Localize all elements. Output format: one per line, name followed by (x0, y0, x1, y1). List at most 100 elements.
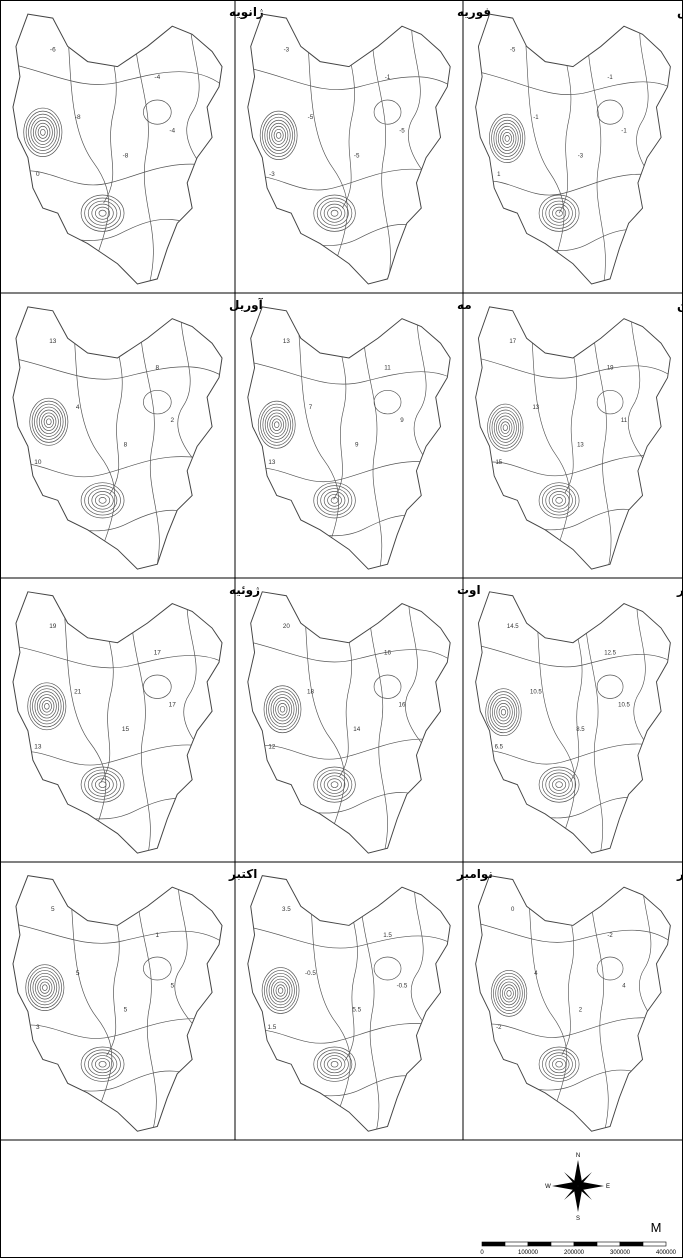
contour-ring (320, 1052, 349, 1077)
contour-line (475, 1017, 671, 1038)
contour-ring (35, 122, 51, 142)
contour-ring (538, 194, 580, 232)
contour-line (303, 14, 348, 284)
contour-ring (46, 418, 52, 426)
contour-line (109, 306, 123, 495)
contour-ring (36, 406, 62, 437)
contour-line (410, 875, 451, 1061)
contour-ring (95, 494, 111, 507)
contour-line (405, 591, 451, 778)
contour-label: 4 (534, 970, 538, 977)
contour-ring (23, 107, 63, 157)
contour-line (475, 797, 671, 822)
contour-label: 9 (355, 441, 359, 448)
north-arrow: N E S W (545, 1153, 610, 1222)
contour-ring (500, 128, 515, 148)
contour-label: 17 (509, 338, 516, 345)
contour-ring (38, 409, 59, 434)
contour-ring (268, 691, 297, 728)
contour-line (247, 639, 451, 670)
contour-ring (330, 1061, 339, 1068)
scale-label: 0 (480, 1250, 484, 1256)
contour-ring (499, 981, 519, 1006)
contour-line (628, 306, 671, 494)
contour-ring (500, 708, 507, 716)
contour-ring (84, 197, 121, 229)
contour-label: 14 (353, 726, 360, 733)
contour-line (247, 461, 451, 482)
contour-ring (320, 200, 349, 226)
contour-line (12, 356, 223, 387)
contour-ring (313, 766, 356, 803)
contour-ring (264, 116, 293, 154)
contour-label: 1 (156, 932, 160, 939)
contour-label: -3 (269, 171, 275, 178)
contour-ring (495, 975, 523, 1011)
contour-ring (327, 1058, 342, 1071)
contour-ring (98, 781, 107, 788)
contour-ring (37, 978, 53, 997)
contour-ring (506, 990, 512, 997)
contour-label: 14.5 (507, 623, 519, 630)
contour-ring (327, 206, 342, 220)
contour-ring (271, 125, 286, 145)
contour-ring (41, 700, 52, 713)
contour-label: 1.5 (383, 932, 392, 939)
contour-line (12, 798, 223, 823)
map-outline (475, 875, 671, 1132)
contour-ring (25, 964, 65, 1011)
contour-ring (555, 497, 563, 504)
contour-line (12, 645, 223, 676)
contour-ring (323, 491, 346, 510)
contour-ring (143, 389, 172, 415)
contour-ring (91, 1055, 114, 1074)
contour-ring (91, 491, 114, 510)
contour-line (12, 456, 223, 478)
contour-label: 5 (124, 1007, 128, 1014)
contour-ring (44, 703, 50, 710)
contour-ring (323, 775, 346, 794)
contour-label: 10.5 (618, 701, 630, 708)
contour-ring (91, 203, 114, 223)
contour-ring (98, 497, 107, 504)
contour-ring (25, 110, 60, 154)
contour-ring (313, 1046, 356, 1082)
contour-line (590, 875, 609, 1132)
contour-line (131, 591, 151, 854)
contour-label: 12 (268, 743, 275, 750)
contour-line (636, 14, 671, 214)
contour-line (475, 644, 671, 675)
contour-label: 19 (49, 623, 57, 630)
contour-ring (34, 691, 60, 722)
contour-line (139, 306, 160, 570)
contour-line (63, 14, 110, 284)
map-panel: 17 19 13 13 15 11 (475, 306, 671, 570)
contour-ring (27, 967, 62, 1009)
contour-ring (500, 421, 511, 434)
contour-ring (37, 125, 48, 139)
panel-title: آوریل (229, 297, 264, 313)
contour-label: 13 (283, 338, 290, 345)
contour-label: -4 (169, 127, 175, 134)
contour-ring (277, 987, 284, 994)
contour-line (593, 306, 612, 570)
contour-ring (266, 972, 295, 1009)
contour-ring (80, 766, 125, 803)
contour-label: -5 (399, 127, 405, 134)
contour-ring (502, 984, 517, 1003)
contour-ring (41, 412, 57, 431)
contour-line (477, 71, 671, 103)
contour-line (186, 14, 223, 204)
contour-line (100, 591, 114, 783)
contour-label: -6 (50, 46, 56, 53)
contour-ring (548, 1055, 570, 1074)
contour-label: -3 (578, 152, 584, 159)
contour-ring (264, 409, 289, 440)
contour-line (475, 173, 671, 196)
map-panel: 5 1 5 5 3 5 (12, 875, 223, 1132)
panel-title: سپتامبر (676, 583, 683, 597)
contour-label: 8.5 (576, 726, 585, 733)
contour-line (247, 224, 451, 249)
contour-ring (552, 778, 567, 791)
